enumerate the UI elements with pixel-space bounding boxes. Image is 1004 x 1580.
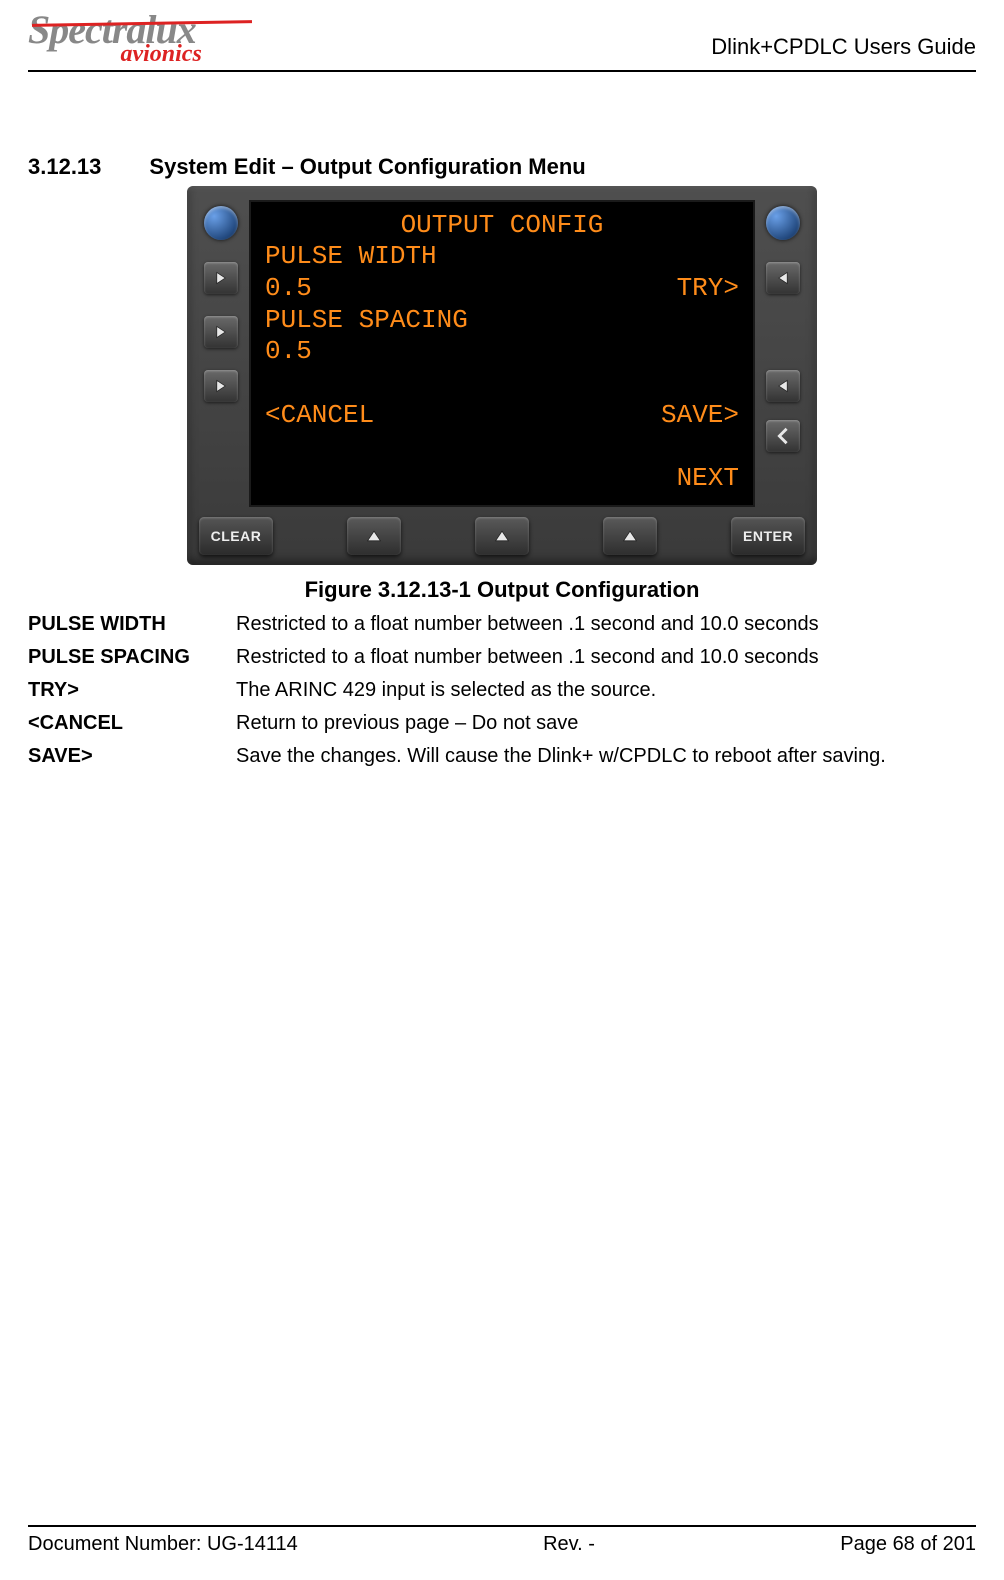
definitions-list: PULSE WIDTH Restricted to a float number…: [28, 613, 976, 768]
definition-row: TRY> The ARINC 429 input is selected as …: [28, 679, 976, 702]
footer-rule: [28, 1525, 976, 1527]
triangle-up-icon: [366, 528, 382, 544]
left-lsk-2[interactable]: [204, 316, 238, 348]
right-side-keys: [761, 200, 805, 507]
definition-desc: The ARINC 429 input is selected as the s…: [236, 679, 976, 702]
play-left-icon: [776, 271, 790, 285]
definition-term: PULSE SPACING: [28, 646, 236, 669]
left-side-keys: [199, 200, 243, 507]
figure-caption: Figure 3.12.13-1 Output Configuration: [28, 577, 976, 603]
definition-row: <CANCEL Return to previous page – Do not…: [28, 712, 976, 735]
section-title: System Edit – Output Configuration Menu: [149, 154, 585, 180]
play-right-icon: [214, 325, 228, 339]
definition-term: <CANCEL: [28, 712, 236, 735]
definition-desc: Return to previous page – Do not save: [236, 712, 976, 735]
header-rule: [28, 70, 976, 72]
screen-pulse-width-value: 0.5: [265, 273, 312, 305]
right-knob[interactable]: [766, 206, 800, 240]
screen-try-softkey: TRY>: [677, 273, 739, 305]
screen-pulse-width-label: PULSE WIDTH: [265, 241, 739, 273]
clear-button[interactable]: CLEAR: [199, 517, 273, 555]
page-header: Spectralux avionics Dlink+CPDLC Users Gu…: [28, 12, 976, 68]
triangle-up-icon: [622, 528, 638, 544]
screen-save-softkey: SAVE>: [661, 400, 739, 432]
section-heading: 3.12.13 System Edit – Output Configurati…: [28, 154, 976, 180]
definition-desc: Save the changes. Will cause the Dlink+ …: [236, 745, 976, 768]
screen-cancel-softkey: <CANCEL: [265, 400, 374, 432]
device-bottom-row: CLEAR ENTER: [199, 507, 805, 555]
up-button-2[interactable]: [475, 517, 529, 555]
definition-row: SAVE> Save the changes. Will cause the D…: [28, 745, 976, 768]
document-title: Dlink+CPDLC Users Guide: [711, 34, 976, 66]
definition-desc: Restricted to a float number between .1 …: [236, 646, 976, 669]
up-button-3[interactable]: [603, 517, 657, 555]
footer-doc-number: Document Number: UG-14114: [28, 1533, 298, 1556]
left-lsk-1[interactable]: [204, 262, 238, 294]
definition-term: SAVE>: [28, 745, 236, 768]
right-lsk-1[interactable]: [766, 262, 800, 294]
right-lsk-4[interactable]: [766, 420, 800, 452]
left-knob[interactable]: [204, 206, 238, 240]
screen-next-softkey: NEXT: [677, 463, 739, 495]
enter-button[interactable]: ENTER: [731, 517, 805, 555]
left-lsk-3[interactable]: [204, 370, 238, 402]
screen-pulse-spacing-value: 0.5: [265, 336, 739, 368]
mcdu-screen: OUTPUT CONFIG PULSE WIDTH 0.5 TRY> PULSE…: [249, 200, 755, 507]
definition-term: PULSE WIDTH: [28, 613, 236, 636]
up-button-1[interactable]: [347, 517, 401, 555]
logo: Spectralux avionics: [28, 12, 216, 66]
footer-revision: Rev. -: [543, 1533, 595, 1556]
screen-title: OUTPUT CONFIG: [265, 210, 739, 242]
page-footer: Document Number: UG-14114 Rev. - Page 68…: [28, 1525, 976, 1556]
screen-pulse-spacing-label: PULSE SPACING: [265, 305, 739, 337]
footer-page-number: Page 68 of 201: [840, 1533, 976, 1556]
play-right-icon: [214, 271, 228, 285]
definition-term: TRY>: [28, 679, 236, 702]
definition-row: PULSE WIDTH Restricted to a float number…: [28, 613, 976, 636]
play-left-icon: [776, 379, 790, 393]
play-right-icon: [214, 379, 228, 393]
section-number: 3.12.13: [28, 154, 101, 180]
definition-row: PULSE SPACING Restricted to a float numb…: [28, 646, 976, 669]
mcdu-device: OUTPUT CONFIG PULSE WIDTH 0.5 TRY> PULSE…: [187, 186, 817, 565]
definition-desc: Restricted to a float number between .1 …: [236, 613, 976, 636]
chevron-left-icon: [774, 427, 792, 445]
triangle-up-icon: [494, 528, 510, 544]
right-lsk-3[interactable]: [766, 370, 800, 402]
